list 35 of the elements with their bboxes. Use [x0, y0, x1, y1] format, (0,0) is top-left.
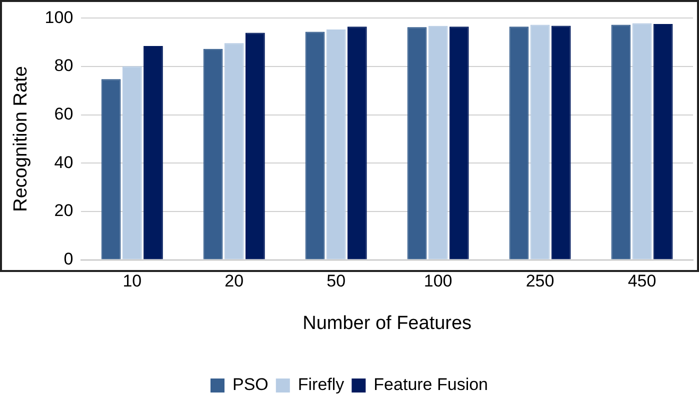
bar — [551, 26, 571, 260]
bar — [428, 26, 448, 260]
bar — [122, 66, 142, 260]
bar — [407, 27, 427, 260]
x-tick-label: 20 — [224, 272, 244, 291]
y-tick-label: 100 — [44, 8, 74, 27]
x-tick-label: 250 — [526, 272, 554, 291]
y-axis-title: Recognition Rate — [10, 66, 32, 212]
x-tick-label: 50 — [326, 272, 346, 291]
bar — [144, 46, 163, 260]
legend-label: Feature Fusion — [374, 375, 488, 394]
legend-label: PSO — [232, 375, 268, 394]
bar — [530, 24, 550, 260]
bar — [203, 48, 223, 260]
y-tick-label: 80 — [54, 56, 74, 76]
bar — [347, 26, 367, 260]
bar — [101, 79, 121, 260]
x-tick-label: 10 — [122, 272, 142, 291]
bar — [224, 43, 244, 260]
x-tick-label: 450 — [628, 272, 656, 291]
y-tick-label: 60 — [54, 104, 74, 124]
y-tick-label: 40 — [54, 152, 74, 172]
y-tick-label: 0 — [64, 249, 74, 268]
bar — [449, 26, 469, 260]
bar — [653, 24, 673, 260]
bar — [632, 23, 652, 260]
bar — [305, 32, 325, 260]
x-axis-title: Number of Features — [302, 312, 472, 334]
x-tick-label: 100 — [424, 272, 452, 291]
bar — [611, 24, 631, 260]
y-tick-label: 20 — [54, 201, 74, 220]
bar — [326, 30, 346, 260]
legend-label: Firefly — [298, 375, 345, 394]
bar — [509, 26, 529, 260]
bar — [246, 32, 265, 260]
